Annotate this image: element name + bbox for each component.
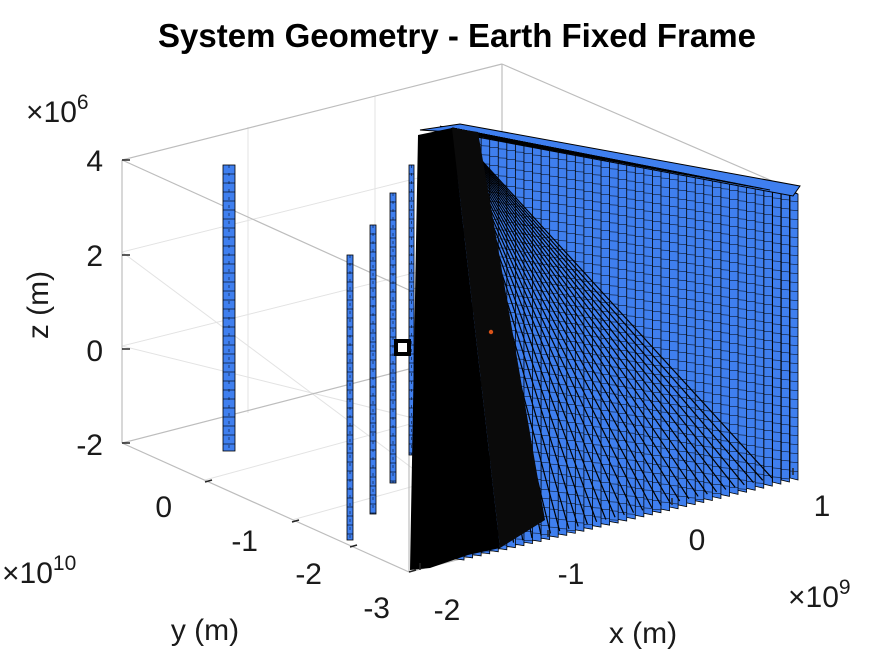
z-tick-label: -2 — [76, 429, 103, 462]
x-tick-label: -1 — [558, 558, 585, 591]
z-tick-label: 4 — [86, 145, 103, 178]
tick-lines — [122, 159, 794, 573]
fan-wedge — [452, 128, 545, 548]
fan-ray — [451, 127, 718, 493]
fan-ray — [451, 127, 764, 481]
y-tick-mark — [408, 569, 417, 573]
z-multiplier: ×106 — [26, 91, 89, 129]
fan-wedge — [410, 128, 500, 570]
y-tick-mark — [291, 519, 300, 523]
fan-ray — [451, 127, 773, 479]
y-tick-label: -2 — [295, 558, 322, 591]
y-tick-label: -1 — [231, 525, 258, 558]
panel — [222, 164, 236, 452]
y-tick-mark — [349, 544, 358, 548]
fan-ray — [451, 127, 690, 500]
panel — [346, 254, 354, 541]
x-tick-label: 1 — [814, 490, 831, 523]
fan-ray — [451, 127, 708, 495]
x-axis-label: x (m) — [609, 617, 677, 650]
x-multiplier: ×109 — [788, 576, 851, 614]
panel — [771, 184, 790, 483]
panel — [369, 224, 377, 515]
fan-ray — [451, 127, 671, 504]
y-tick-mark — [204, 479, 213, 483]
z-tick-label: 2 — [86, 240, 103, 273]
fan-ray — [451, 127, 699, 497]
y-tick-label: 0 — [155, 491, 172, 524]
fan-ray — [451, 127, 727, 490]
axes-box-edge — [501, 63, 794, 191]
fan-layer — [410, 127, 773, 570]
axes-box-edge — [121, 159, 410, 291]
axes-box-edge — [121, 442, 410, 573]
x-tick-label: -2 — [434, 594, 461, 627]
panel — [389, 192, 397, 484]
fan-ray — [451, 127, 754, 484]
panel — [736, 178, 756, 491]
panel — [727, 176, 748, 493]
fan-ray — [451, 127, 736, 488]
y-tick-label: -3 — [363, 592, 390, 625]
origin-point — [488, 329, 494, 335]
ground-marker — [394, 339, 411, 356]
z-axis-label: z (m) — [22, 271, 55, 339]
axes-box-edge — [121, 63, 503, 161]
fan-ray — [451, 127, 745, 486]
z-tick-label: 0 — [86, 335, 103, 368]
chart-title: System Geometry - Earth Fixed Frame — [158, 17, 756, 54]
y-multiplier: ×1010 — [2, 552, 76, 590]
fan-ray — [451, 127, 681, 502]
x-tick-label: 0 — [689, 524, 706, 557]
y-axis-label: y (m) — [171, 614, 239, 647]
